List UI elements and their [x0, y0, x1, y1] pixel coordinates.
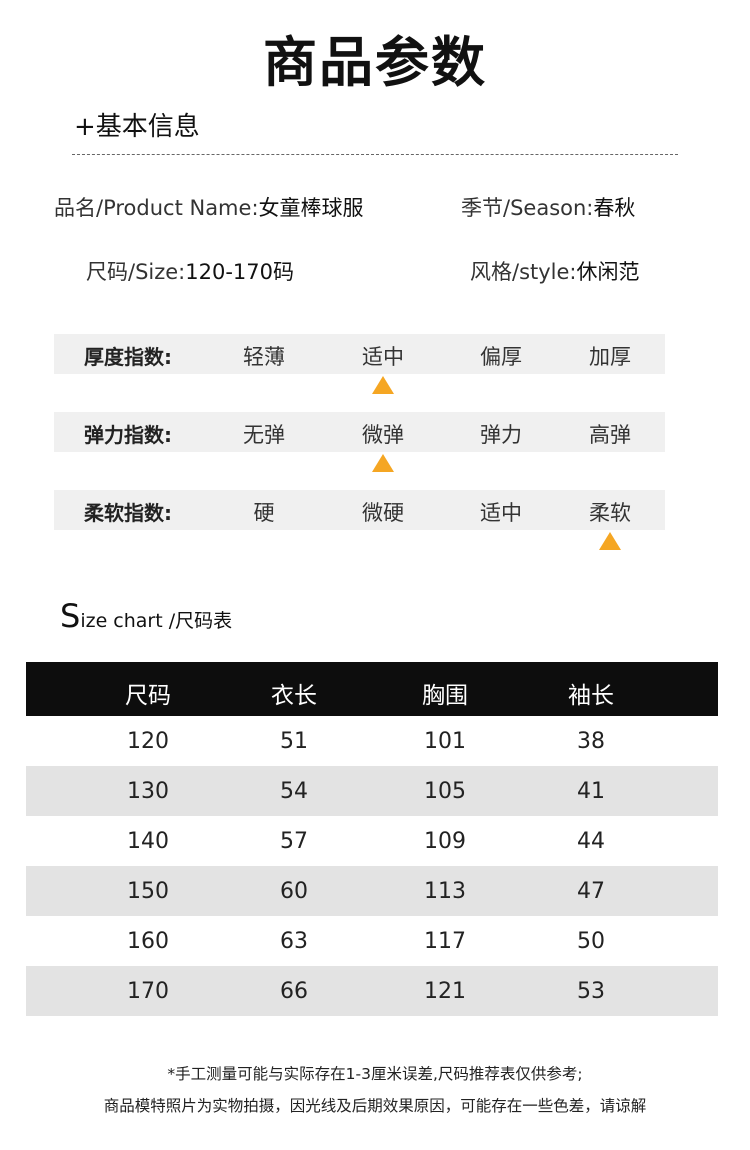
table-header-cell: 袖长: [568, 683, 614, 709]
info-style-value: 休闲范: [576, 260, 640, 284]
table-header-cell: 衣长: [271, 683, 317, 709]
table-row: 120 51 101 38: [26, 716, 718, 766]
selected-marker-triangle-icon: [372, 376, 394, 394]
index-row: 弹力指数: 无弹 微弹 弹力 高弹: [54, 412, 665, 452]
table-cell: 117: [424, 929, 466, 954]
table-cell: 130: [127, 779, 169, 804]
index-option: 适中: [362, 345, 404, 369]
table-cell: 120: [127, 729, 169, 754]
index-label: 柔软指数:: [84, 501, 172, 525]
index-option: 微硬: [362, 501, 404, 525]
table-cell: 57: [280, 829, 308, 854]
info-product-name-value: 女童棒球服: [258, 196, 364, 220]
table-cell: 66: [280, 979, 308, 1004]
table-cell: 113: [424, 879, 466, 904]
size-chart-table: 尺码 衣长 胸围 袖长 120 51 101 38 130 54 105 41 140 57 109 44 15…: [26, 662, 718, 1016]
section-heading-basic-info: +基本信息: [74, 112, 200, 142]
table-cell: 109: [424, 829, 466, 854]
table-header-cell: 胸围: [422, 683, 468, 709]
table-cell: 51: [280, 729, 308, 754]
index-option: 轻薄: [243, 345, 285, 369]
table-cell: 54: [280, 779, 308, 804]
table-row: 140 57 109 44: [26, 816, 718, 866]
selected-marker-triangle-icon: [599, 532, 621, 550]
index-option: 高弹: [589, 423, 631, 447]
table-cell: 50: [577, 929, 605, 954]
table-cell: 140: [127, 829, 169, 854]
table-header-cell: 尺码: [125, 683, 171, 709]
index-option: 柔软: [589, 501, 631, 525]
info-style-label: 风格/style:: [470, 260, 577, 284]
selected-marker-triangle-icon: [372, 454, 394, 472]
info-size: 尺码/Size:120-170码: [86, 256, 294, 286]
index-option: 硬: [253, 501, 275, 525]
table-header: 尺码 衣长 胸围 袖长: [26, 662, 718, 716]
index-option: 微弹: [362, 423, 404, 447]
table-cell: 38: [577, 729, 605, 754]
table-cell: 63: [280, 929, 308, 954]
index-label: 弹力指数:: [84, 423, 172, 447]
info-style: 风格/style:休闲范: [470, 256, 640, 286]
table-cell: 47: [577, 879, 605, 904]
table-cell: 101: [424, 729, 466, 754]
size-chart-title-rest: ize chart: [80, 610, 163, 632]
index-option: 弹力: [480, 423, 522, 447]
index-label: 厚度指数:: [84, 345, 172, 369]
table-cell: 160: [127, 929, 169, 954]
info-product-name: 品名/Product Name:女童棒球服: [54, 192, 364, 222]
info-product-name-label: 品名/Product Name:: [54, 196, 259, 220]
size-chart-title: Size chart /尺码表: [60, 597, 232, 635]
table-row: 130 54 105 41: [26, 766, 718, 816]
table-cell: 121: [424, 979, 466, 1004]
table-cell: 105: [424, 779, 466, 804]
index-row: 厚度指数: 轻薄 适中 偏厚 加厚: [54, 334, 665, 374]
size-chart-title-initial: S: [60, 597, 81, 635]
index-option: 适中: [480, 501, 522, 525]
info-season: 季节/Season:春秋: [461, 192, 635, 222]
index-row: 柔软指数: 硬 微硬 适中 柔软: [54, 490, 665, 530]
table-cell: 60: [280, 879, 308, 904]
table-row: 170 66 121 53: [26, 966, 718, 1016]
index-option: 加厚: [589, 345, 631, 369]
table-cell: 41: [577, 779, 605, 804]
size-chart-title-cn: /尺码表: [162, 610, 233, 632]
dashed-divider: [72, 154, 678, 155]
table-cell: 150: [127, 879, 169, 904]
index-option: 无弹: [243, 423, 285, 447]
table-cell: 53: [577, 979, 605, 1004]
note-color-difference: 商品模特照片为实物拍摄，因光线及后期效果原因，可能存在一些色差，请谅解: [103, 1097, 647, 1115]
table-row: 160 63 117 50: [26, 916, 718, 966]
info-size-label: 尺码/Size:: [86, 260, 186, 284]
table-cell: 170: [127, 979, 169, 1004]
table-row: 150 60 113 47: [26, 866, 718, 916]
note-measurement: *手工测量可能与实际存在1-3厘米误差,尺码推荐表仅供参考;: [167, 1065, 583, 1083]
info-size-value: 120-170码: [185, 260, 295, 284]
info-season-value: 春秋: [593, 196, 636, 220]
index-option: 偏厚: [480, 345, 522, 369]
info-season-label: 季节/Season:: [461, 196, 594, 220]
table-cell: 44: [577, 829, 605, 854]
page-title: 商品参数: [263, 31, 487, 94]
